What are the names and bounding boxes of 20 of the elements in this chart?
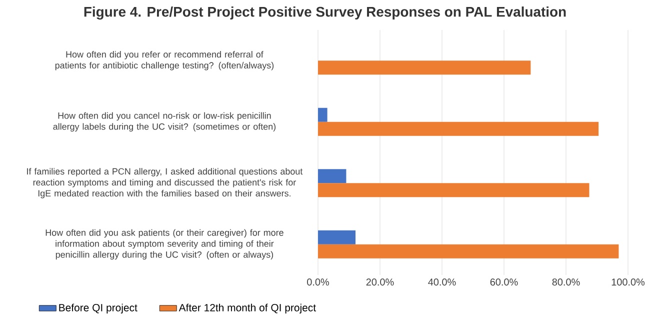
legend-label: After 12th month of QI project (178, 304, 316, 314)
y-tick-label: How often did you refer or recommend referral of patients for antibiotic challenge testing? (often/always) (55, 50, 274, 70)
x-tick-label: 40.0% (428, 278, 456, 286)
x-tick-label: 60.0% (490, 278, 518, 286)
bar (318, 60, 531, 75)
x-tick-label: 20.0% (366, 278, 394, 286)
bar (318, 122, 599, 136)
y-tick-label: If families reported a PCN allergy, I asked additional questions about reaction symptoms and timing and discussed the patient's risk for IgE medated reaction with the families based on their answers. (27, 168, 303, 198)
y-tick-label: How often did you ask patients (or their caregiver) for more information about symptom severity and timing of their penicillin allergy during the UC visit? (often or always) (46, 229, 284, 260)
x-tick-label: 0.0% (307, 278, 330, 286)
bar (318, 244, 619, 258)
bar (318, 108, 328, 122)
bar (318, 230, 356, 244)
legend-label: Before QI project (59, 304, 138, 314)
y-tick-label: How often did you cancel no-risk or low-risk penicillin allergy labels during the UC visit? (sometimes or often) (53, 112, 276, 132)
x-tick-label: 80.0% (552, 278, 580, 286)
x-tick-label: 100.0% (612, 278, 645, 286)
bar (318, 169, 346, 184)
chart-title: Figure 4. Pre/Post Project Positive Survey Responses on PAL Evaluation (84, 6, 566, 20)
bar (318, 183, 590, 198)
